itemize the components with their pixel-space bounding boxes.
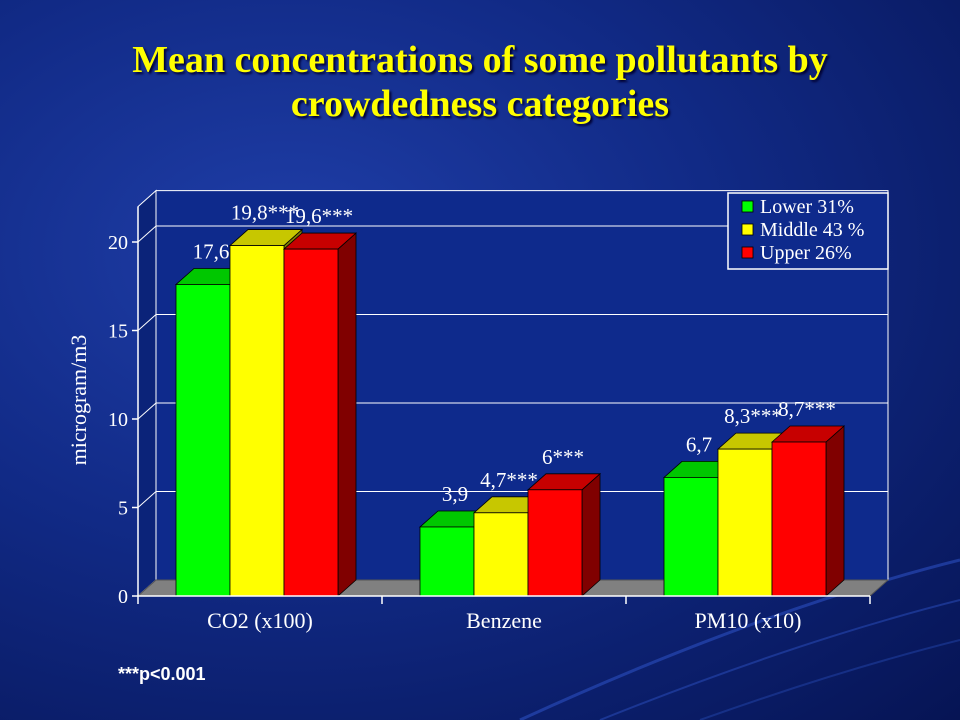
bar-front: [283, 248, 339, 597]
legend-label: Lower 31%: [760, 196, 854, 218]
data-labels: 17,619,8***19,6*** 3,9 4,7***6*** 6,7 8,3***…: [193, 201, 836, 506]
data-label: 17,6: [193, 239, 230, 263]
x-axis: CO2 (x100) Benzene PM10 (x10): [137, 595, 871, 633]
y-tick-label: 15: [108, 321, 128, 343]
legend-swatch: [741, 246, 754, 259]
bar-front: [229, 245, 285, 597]
bar: [770, 425, 846, 597]
bar-side: [825, 425, 845, 597]
bar-side: [581, 472, 601, 597]
bar-front: [175, 284, 231, 597]
data-label: 8,3***: [724, 404, 782, 428]
bar-front: [717, 448, 773, 597]
bar-front: [771, 441, 827, 597]
bar-front: [527, 489, 583, 597]
bar-front: [663, 477, 719, 597]
y-tick-label: 5: [118, 498, 128, 520]
plot-side-wall: [137, 189, 157, 598]
legend-label: Upper 26%: [760, 242, 852, 264]
data-label: 3,9: [442, 482, 468, 506]
bar: [526, 472, 602, 597]
gridline-side: [137, 402, 157, 420]
data-label: 19,6***: [285, 204, 353, 228]
bar-front: [419, 526, 475, 597]
legend-swatch: [741, 223, 754, 236]
y-tick-label: 20: [108, 232, 128, 254]
y-tick-label: 10: [108, 409, 128, 431]
legend-box: [727, 192, 889, 270]
bars: [174, 228, 846, 597]
data-label: 19,8***: [231, 201, 299, 225]
gridline-side: [137, 314, 157, 331]
y-tick-label: 0: [118, 586, 128, 608]
x-tick-label: CO2 (x100): [207, 608, 313, 633]
gridline-side: [137, 491, 157, 508]
legend-swatch: [741, 200, 754, 213]
bar-front: [473, 512, 529, 597]
data-label: 8,7***: [778, 397, 836, 421]
bar: [282, 232, 358, 597]
footnote: ***p<0.001: [118, 664, 206, 684]
legend: Lower 31%Middle 43 %Upper 26%: [727, 192, 889, 270]
data-label: 6***: [542, 445, 584, 469]
y-axis-label: microgram/m3: [66, 335, 91, 466]
gridline-side: [137, 225, 157, 243]
data-label: 4,7***: [480, 468, 538, 492]
x-tick-label: PM10 (x10): [695, 608, 802, 633]
x-tick-label: Benzene: [466, 608, 542, 633]
bar-side: [337, 232, 357, 597]
data-label: 6,7: [686, 432, 712, 456]
slide-title: Mean concentrations of some pollutants b…: [132, 39, 828, 125]
y-axis: 0 5 10 15 20: [108, 206, 139, 608]
legend-label: Middle 43 %: [760, 219, 864, 241]
